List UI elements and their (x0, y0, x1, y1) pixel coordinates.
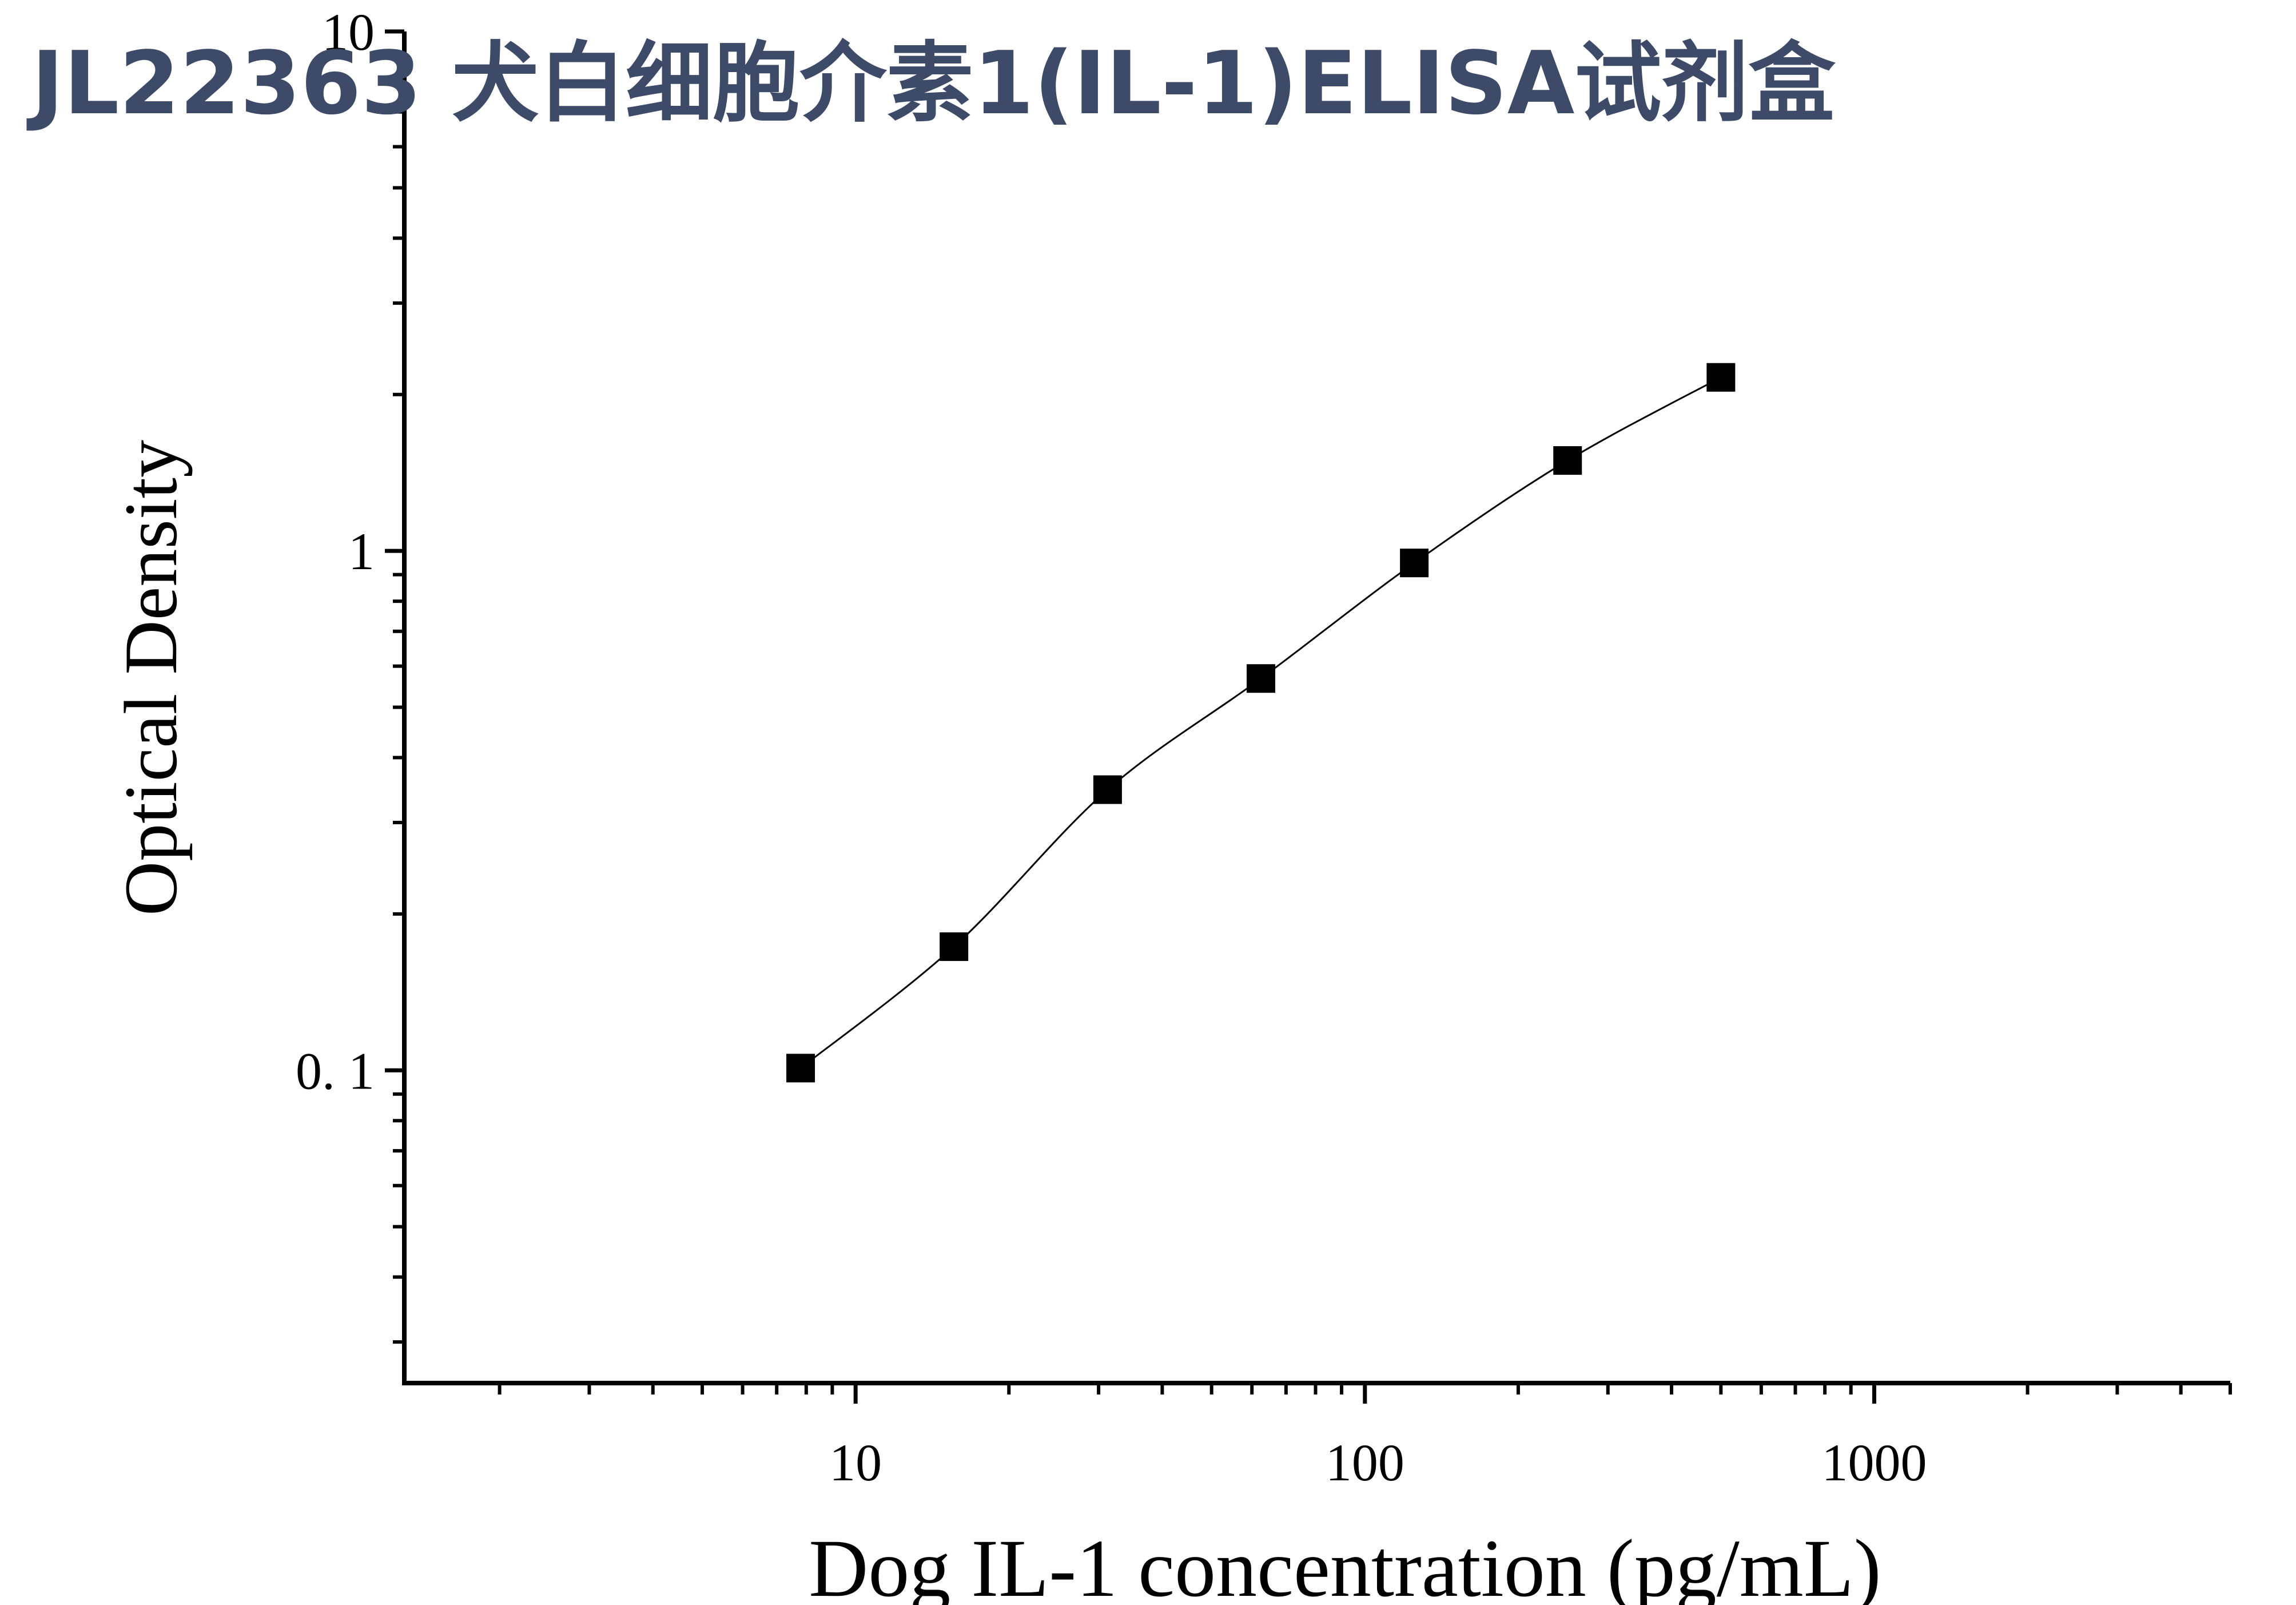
fit-curve-group (800, 376, 1722, 1069)
chart-title: JL22363 犬白细胞介素1(IL-1)ELISA试剂盒 (26, 33, 1836, 134)
chart-axes (402, 31, 2230, 1385)
data-point (1706, 363, 1736, 392)
y-axis-label: Optical Density (109, 440, 193, 916)
data-point (940, 932, 969, 962)
y-tick-label: 10 (322, 3, 375, 61)
y-axis-ticks: 0. 1 1 10 (296, 3, 404, 1344)
x-tick-label: 10 (829, 1433, 882, 1492)
y-tick-label: 1 (348, 522, 375, 581)
data-point (1553, 446, 1582, 475)
data-points (786, 363, 1736, 1083)
x-axis-ticks: 10 100 1000 (498, 1383, 2232, 1492)
fit-curve (800, 376, 1722, 1069)
data-point (1093, 775, 1122, 804)
x-tick-label: 100 (1326, 1433, 1404, 1492)
data-point (786, 1054, 815, 1083)
data-point (1400, 549, 1429, 578)
y-tick-label: 0. 1 (296, 1042, 375, 1100)
x-tick-label: 1000 (1821, 1433, 1927, 1492)
data-point (1247, 664, 1276, 693)
x-axis-label: Dog IL-1 concentration (pg/mL) (809, 1523, 1881, 1605)
